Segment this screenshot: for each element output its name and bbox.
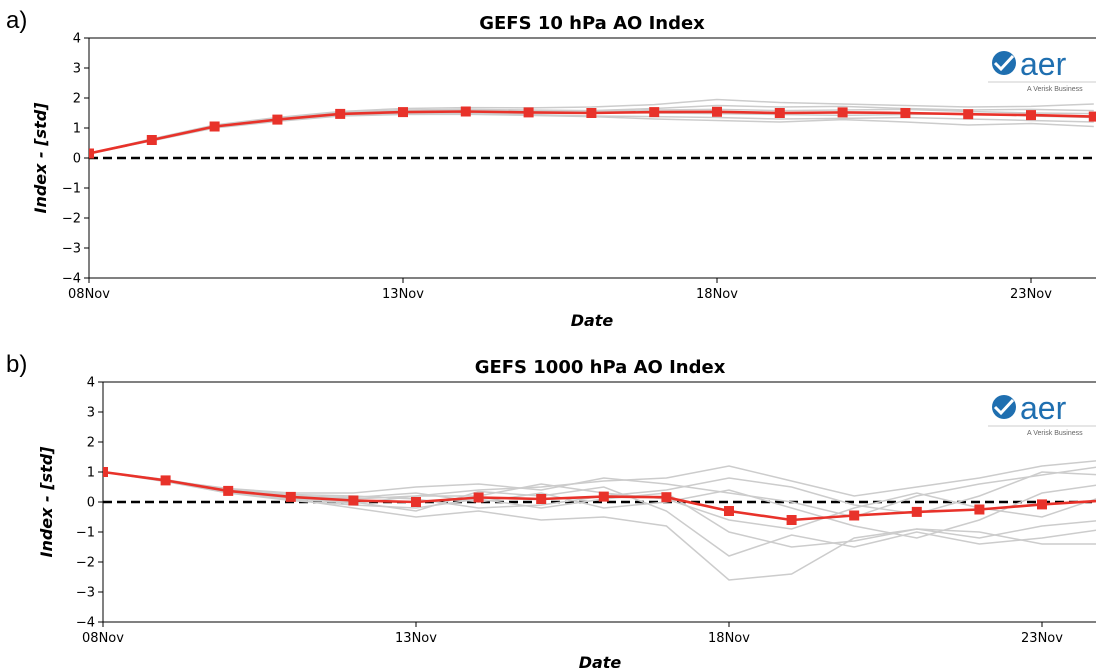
panel-b-label: b) — [6, 351, 27, 378]
panel-b-logo: aer A Verisk Business — [988, 390, 1096, 437]
panel-a-ytick-label: −3 — [62, 242, 81, 257]
panel-a-mean-marker — [335, 108, 346, 119]
logo-check-icon — [993, 54, 1015, 72]
panel-a-mean-marker — [900, 108, 911, 118]
panel-a-ytick-label: 0 — [73, 152, 81, 167]
panel-b-ytick-label: −4 — [76, 616, 95, 631]
panel-a: a) GEFS 10 hPa AO Index −4 −3 −2 −1 0 1 2 3 4 08N… — [6, 7, 1096, 330]
panel-b-mean-marker — [473, 492, 484, 503]
panel-b-xtick-label: 23Nov — [1021, 631, 1063, 646]
panel-a-mean-marker — [1026, 110, 1036, 121]
panel-a-mean-marker — [398, 107, 408, 118]
panel-b-ytick-label: 3 — [87, 406, 95, 421]
panel-a-xtick-label: 13Nov — [382, 287, 424, 302]
panel-b-ytick-label: 1 — [87, 466, 95, 481]
panel-a-mean-marker — [649, 107, 660, 118]
panel-a-axes: −4 −3 −2 −1 0 1 2 3 4 08Nov 13Nov 18Nov 23Nov — [62, 32, 1096, 302]
panel-a-mean-marker — [837, 107, 848, 118]
panel-b-mean-marker — [911, 506, 922, 517]
panel-a-mean-marker — [712, 106, 722, 117]
panel-b-ytick-label: 0 — [87, 496, 95, 511]
panel-b-mean-marker — [223, 485, 234, 496]
panel-a-ytick-label: 3 — [73, 62, 81, 77]
panel-a-ytick-label: 1 — [73, 122, 81, 137]
panel-a-mean-marker — [586, 108, 597, 118]
panel-a-ytick-label: 4 — [73, 32, 81, 47]
panel-b-ytick-label: −3 — [76, 586, 95, 601]
panel-a-mean-marker — [272, 114, 283, 125]
panel-a-mean-marker — [963, 109, 974, 120]
panel-b-xtick-label: 18Nov — [708, 631, 750, 646]
panel-a-xtick-label: 23Nov — [1010, 287, 1052, 302]
panel-a-label: a) — [6, 7, 27, 34]
panel-a-ensemble-members — [89, 98, 1094, 155]
panel-b-mean-marker — [724, 506, 734, 516]
panel-a-mean-marker — [209, 121, 220, 132]
panel-a-logo: aer A Verisk Business — [988, 46, 1096, 93]
logo-tagline: A Verisk Business — [1027, 430, 1083, 437]
panel-b-mean-marker — [849, 510, 860, 521]
panel-b-member-line — [103, 466, 1096, 518]
panel-b-ensemble-members — [103, 460, 1096, 581]
panel-b-mean-marker — [103, 467, 108, 477]
panel-a-ytick-label: −4 — [62, 272, 81, 287]
panel-a-member-line — [89, 113, 1094, 155]
panel-b-ytick-label: 2 — [87, 436, 95, 451]
panel-b-mean-marker — [536, 494, 547, 504]
panel-a-xtick-label: 08Nov — [68, 287, 110, 302]
logo-tagline: A Verisk Business — [1027, 86, 1083, 93]
panel-a-mean-marker — [1088, 111, 1096, 122]
panel-b: b) GEFS 1000 hPa AO Index −4 −3 −2 −1 0 1 2 3 4 0… — [6, 351, 1096, 671]
panel-b-xlabel: Date — [579, 653, 622, 671]
panel-b-ensemble-mean — [103, 467, 1096, 525]
panel-b-member-line — [103, 471, 1096, 557]
panel-a-mean-marker — [89, 148, 94, 159]
panel-b-ytick-label: −2 — [76, 556, 95, 571]
panel-b-mean-marker — [348, 495, 359, 506]
panel-a-ytick-label: 2 — [73, 92, 81, 107]
panel-b-mean-marker — [786, 515, 797, 525]
panel-a-xtick-label: 18Nov — [696, 287, 738, 302]
logo-check-icon — [993, 398, 1015, 416]
panel-a-mean-marker — [146, 135, 157, 145]
panel-b-mean-marker — [160, 475, 171, 486]
panel-b-ytick-label: 4 — [87, 376, 95, 391]
panel-b-mean-marker — [598, 491, 609, 502]
panel-b-ylabel: Index - [std] — [37, 446, 56, 558]
panel-b-mean-marker — [1037, 499, 1047, 510]
panel-a-mean-marker — [774, 108, 785, 118]
panel-a-member-line — [89, 98, 1094, 155]
logo-wordmark: aer — [1020, 46, 1067, 82]
panel-b-title: GEFS 1000 hPa AO Index — [475, 357, 726, 378]
panel-a-mean-marker — [523, 107, 534, 118]
panel-a-ytick-label: −2 — [62, 212, 81, 227]
panel-b-xtick-label: 08Nov — [82, 631, 124, 646]
panel-b-axes: −4 −3 −2 −1 0 1 2 3 4 08Nov 13Nov 18Nov 23Nov — [76, 376, 1096, 646]
panel-b-ytick-label: −1 — [76, 526, 95, 541]
panel-a-title: GEFS 10 hPa AO Index — [479, 13, 705, 34]
logo-wordmark: aer — [1020, 390, 1067, 426]
panel-a-xlabel: Date — [571, 311, 614, 330]
panel-b-mean-marker — [661, 492, 672, 503]
panel-b-mean-marker — [974, 504, 985, 515]
panel-a-member-line — [89, 112, 1094, 155]
panel-a-ylabel: Index - [std] — [31, 102, 50, 214]
logo-globe-icon — [992, 51, 1016, 75]
panel-a-ytick-label: −1 — [62, 182, 81, 197]
panel-a-ensemble-mean — [89, 106, 1096, 159]
panel-a-mean-marker — [460, 106, 471, 117]
panel-b-mean-marker — [285, 491, 296, 502]
panel-b-mean-marker — [411, 497, 421, 507]
logo-globe-icon — [992, 395, 1016, 419]
panel-b-xtick-label: 13Nov — [395, 631, 437, 646]
